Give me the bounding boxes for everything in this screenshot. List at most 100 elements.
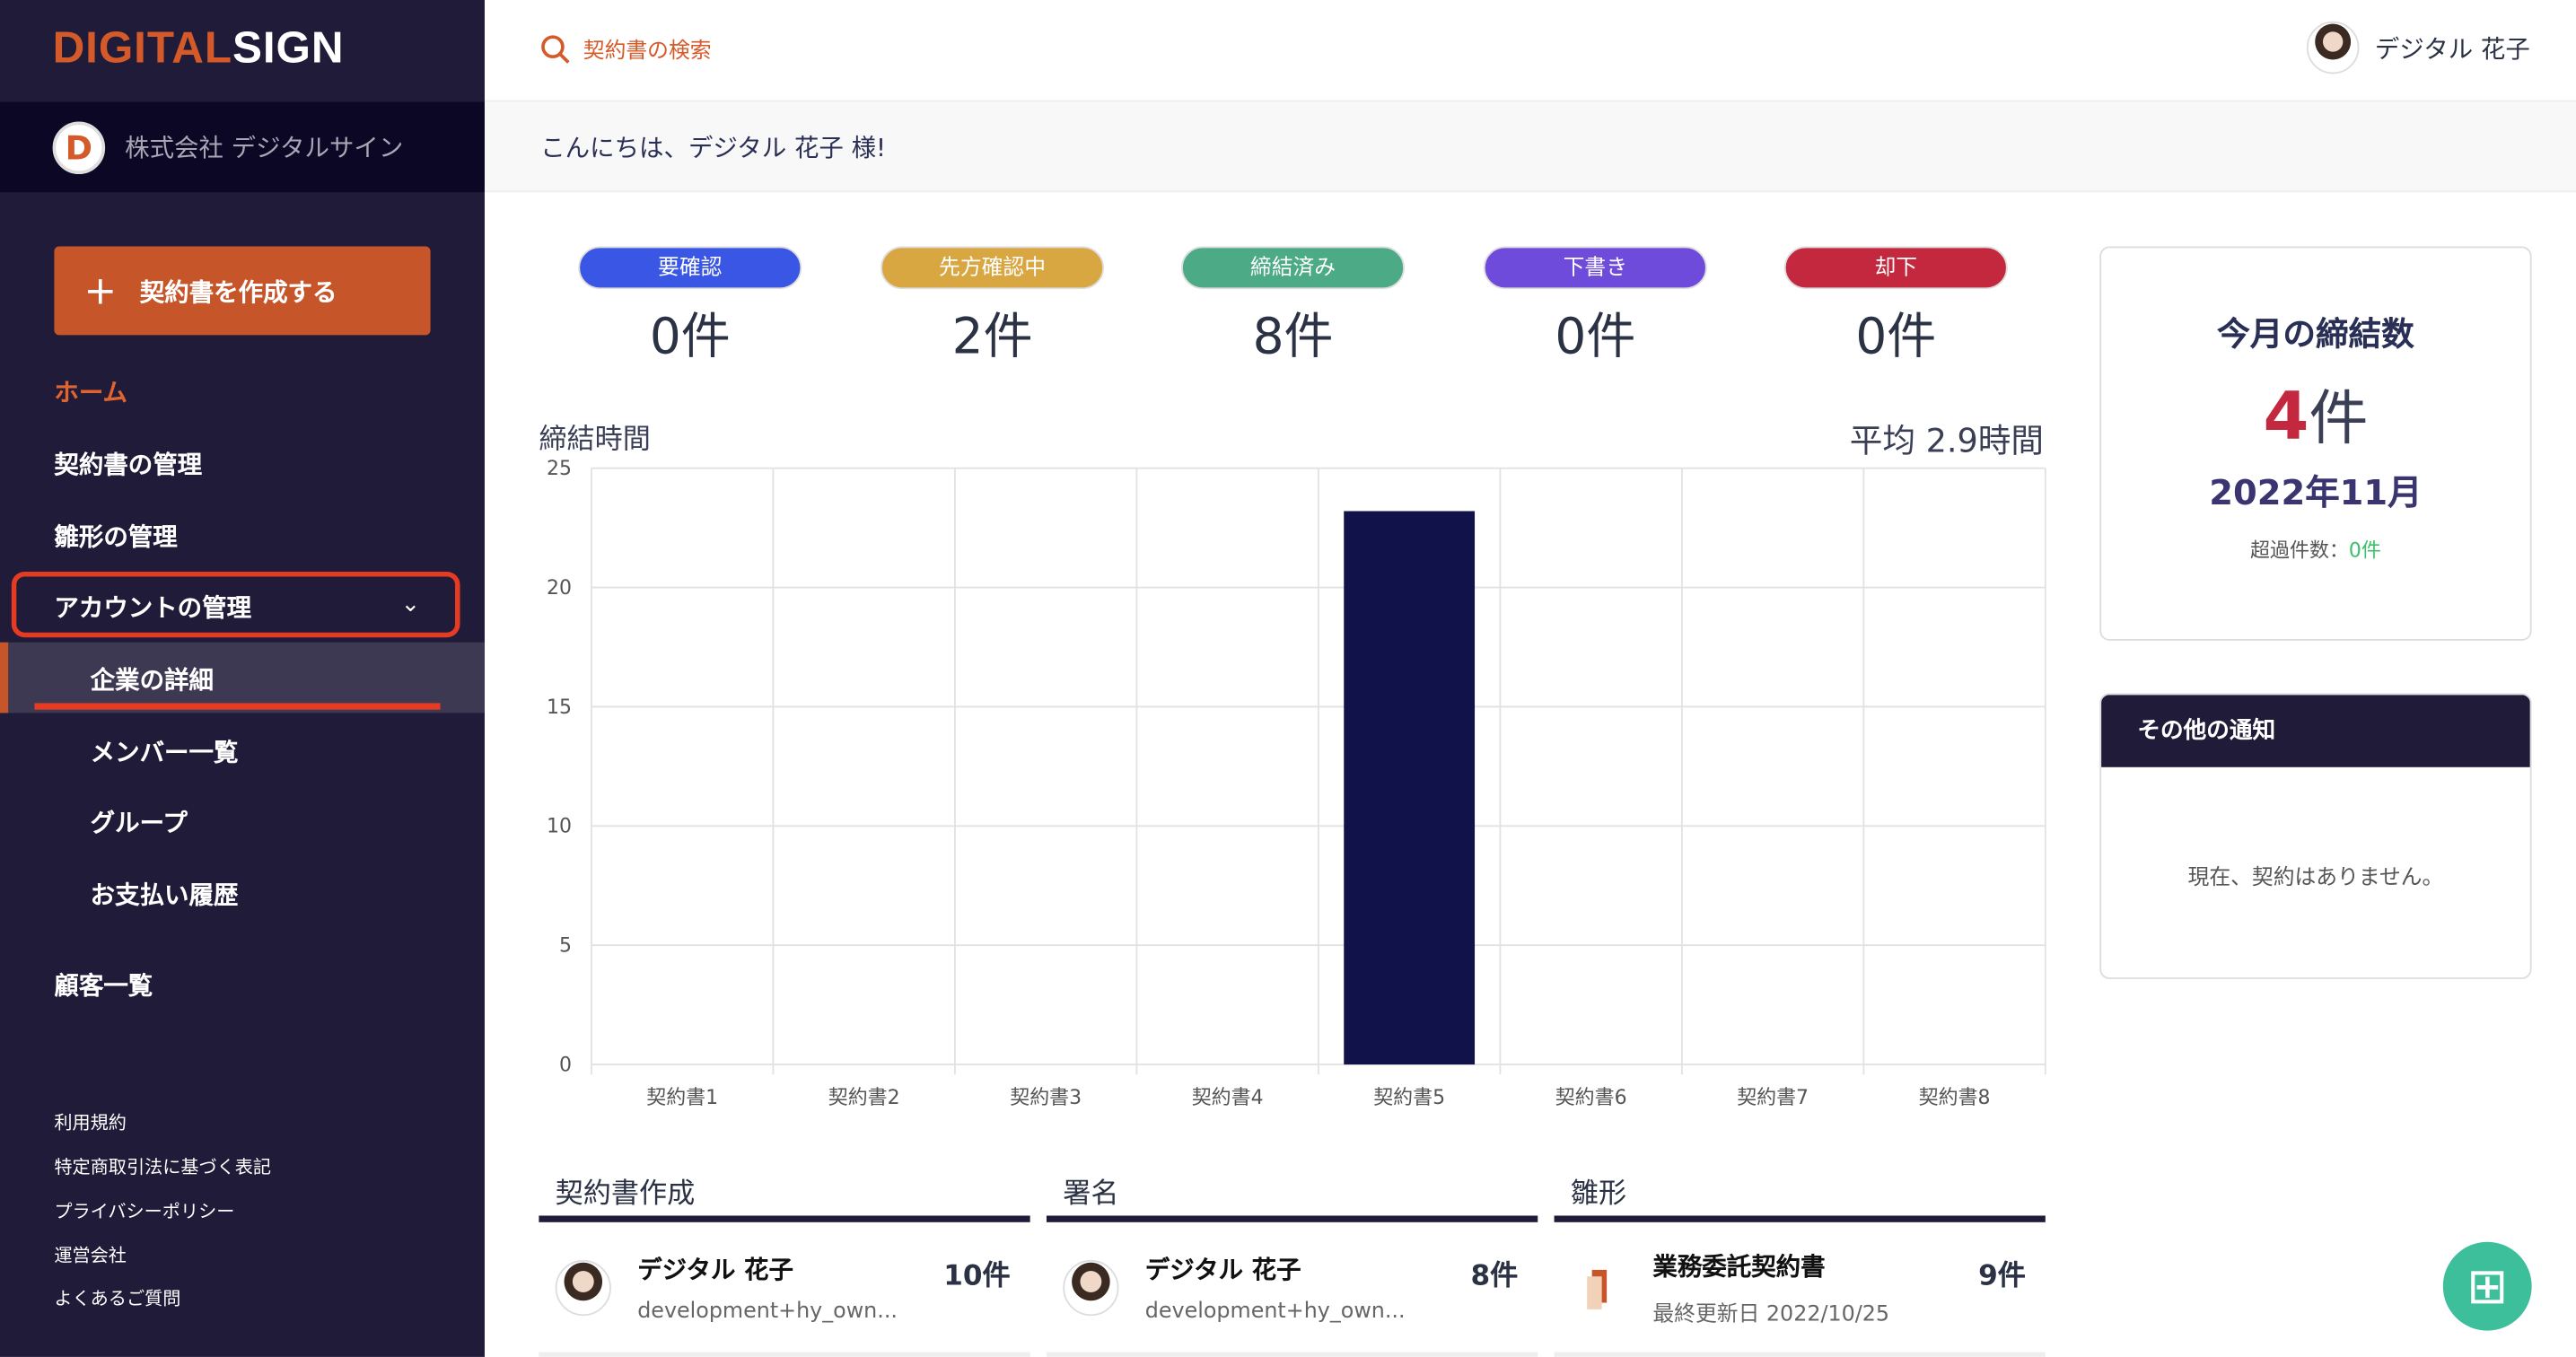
x-tick-label: 契約書1 bbox=[646, 1087, 718, 1109]
footer-link-terms[interactable]: 利用規約 bbox=[54, 1112, 127, 1134]
list-title: 契約書作成 bbox=[555, 1178, 696, 1212]
selected-highlight bbox=[0, 642, 485, 714]
company-name: 株式会社 デジタルサイン bbox=[125, 133, 404, 163]
x-tick-label: 契約書7 bbox=[1737, 1087, 1809, 1109]
y-tick-label: 15 bbox=[547, 696, 572, 719]
list-item[interactable]: 業務委託契約書最終更新日 2022/10/25 9件 bbox=[1554, 1222, 2046, 1357]
item-sub: development+hy_own... bbox=[637, 1298, 898, 1324]
sidebar-item-contracts[interactable]: 契約書の管理 bbox=[54, 450, 203, 480]
status-count: 2件 bbox=[951, 309, 1033, 367]
chart-average: 平均 2.9時間 bbox=[1849, 420, 2045, 460]
item-sub: development+hy_own... bbox=[1144, 1298, 1406, 1324]
summary-list: 契約書作成デジタル 花子 development+hy_own... 10件 bbox=[539, 1169, 1030, 1357]
status-count: 0件 bbox=[649, 309, 731, 367]
status-count: 0件 bbox=[1855, 309, 1937, 367]
avatar bbox=[1063, 1259, 1119, 1316]
other-notifications-panel: その他の通知現在、契約はありません。 bbox=[2099, 693, 2532, 979]
create-label: 契約書を作成する bbox=[139, 276, 337, 307]
search-placeholder: 契約書の検索 bbox=[583, 39, 712, 65]
sidebar-item-customers[interactable]: 顧客一覧 bbox=[54, 970, 153, 1001]
status-count: 8件 bbox=[1252, 309, 1334, 367]
overflow-label: 超過件数： bbox=[2250, 538, 2349, 562]
account-highlight-box bbox=[11, 571, 460, 638]
x-tick-label: 契約書3 bbox=[1010, 1087, 1082, 1109]
signing-time-chart: 0 5 10 15 20 25 契約書1 契約書2 契約書3 契約書4 契約書5 契約書6 契約書7 契約… bbox=[547, 458, 2046, 1109]
x-tick-label: 契約書8 bbox=[1919, 1087, 1991, 1109]
sidebar-item-home[interactable]: ホーム bbox=[54, 377, 127, 407]
plus-icon: + bbox=[83, 267, 118, 314]
sidebar-item-payments[interactable]: お支払い履歴 bbox=[90, 880, 239, 911]
x-tick-label: 契約書5 bbox=[1373, 1087, 1445, 1109]
status-badge: 先方確認中 bbox=[881, 246, 1105, 290]
monthly-month: 2022年11月 bbox=[2209, 473, 2423, 513]
bar bbox=[1344, 511, 1476, 1065]
summary-list: 雛形業務委託契約書最終更新日 2022/10/25 9件 bbox=[1554, 1169, 2046, 1357]
overflow-value: 0件 bbox=[2348, 538, 2381, 562]
list-item[interactable]: デジタル 花子 development+hy_own... 8件 bbox=[1046, 1222, 1538, 1357]
chart-title: 締結時間 bbox=[539, 424, 651, 457]
company-switcher[interactable]: D 株式会社 デジタルサイン bbox=[0, 101, 485, 193]
logo[interactable]: DIGITALSIGN bbox=[53, 23, 345, 74]
footer-link-privacy[interactable]: プライバシーポリシー bbox=[54, 1201, 235, 1222]
create-contract-button[interactable]: + 契約書を作成する bbox=[54, 246, 431, 336]
x-tick-label: 契約書2 bbox=[828, 1087, 900, 1109]
chevron-down-icon[interactable]: ⌄ bbox=[400, 591, 421, 618]
list-title: 署名 bbox=[1063, 1178, 1119, 1212]
item-name: 業務委託契約書 bbox=[1652, 1250, 1826, 1281]
sidebar-item-company-details[interactable]: 企業の詳細 bbox=[90, 665, 214, 696]
y-tick-label: 20 bbox=[547, 577, 572, 600]
sidebar-item-account[interactable]: アカウントの管理 bbox=[54, 592, 252, 623]
sidebar-item-members[interactable]: メンバー一覧 bbox=[90, 737, 239, 767]
status-badge: 下書き bbox=[1483, 246, 1707, 290]
item-name: デジタル 花子 bbox=[1144, 1254, 1301, 1284]
status-badge: 却下 bbox=[1783, 246, 2008, 290]
sidebar-item-groups[interactable]: グループ bbox=[90, 808, 188, 838]
summary-list: 署名デジタル 花子 development+hy_own... 8件 bbox=[1046, 1169, 1538, 1357]
item-count: 9件 bbox=[1978, 1259, 2026, 1293]
avatar bbox=[2306, 21, 2359, 74]
status-summary[interactable]: 要確認 0件 bbox=[578, 246, 802, 368]
status-summary[interactable]: 締結済み 8件 bbox=[1181, 246, 1405, 368]
item-count: 8件 bbox=[1470, 1259, 1519, 1293]
list-item[interactable]: デジタル 花子 development+hy_own... 10件 bbox=[539, 1222, 1030, 1357]
user-name: デジタル 花子 bbox=[2374, 33, 2530, 64]
item-sub: 最終更新日 2022/10/25 bbox=[1652, 1301, 1890, 1327]
monthly-summary-card: 今月の締結数 4件 2022年11月 超過件数：0件 bbox=[2099, 246, 2532, 641]
y-tick-label: 25 bbox=[547, 458, 572, 480]
item-name: デジタル 花子 bbox=[637, 1254, 793, 1284]
search-icon bbox=[541, 34, 570, 63]
footer-link-commerce[interactable]: 特定商取引法に基づく表記 bbox=[54, 1156, 272, 1178]
status-count: 0件 bbox=[1555, 309, 1636, 367]
x-tick-label: 契約書6 bbox=[1555, 1087, 1627, 1109]
sidebar: DIGITALSIGN D 株式会社 デジタルサイン + 契約書を作成する ホーム … bbox=[0, 0, 485, 1357]
footer-link-faq[interactable]: よくあるご質問 bbox=[54, 1288, 181, 1309]
item-count: 10件 bbox=[943, 1259, 1011, 1293]
sidebar-item-templates[interactable]: 雛形の管理 bbox=[54, 522, 178, 553]
notice-body: 現在、契約はありません。 bbox=[2187, 865, 2444, 891]
greeting: こんにちは、デジタル 花子 様! bbox=[484, 101, 2576, 193]
status-summary[interactable]: 却下 0件 bbox=[1783, 246, 2008, 368]
y-tick-label: 0 bbox=[559, 1054, 572, 1076]
monthly-title: 今月の締結数 bbox=[2217, 313, 2414, 354]
user-menu[interactable]: デジタル 花子 bbox=[2306, 21, 2530, 74]
logo-text: DIGITAL bbox=[52, 22, 232, 73]
status-badge: 要確認 bbox=[578, 246, 802, 290]
list-title: 雛形 bbox=[1570, 1178, 1627, 1212]
search-input[interactable]: 契約書の検索 bbox=[540, 33, 712, 65]
chat-plus-icon: ⊞ bbox=[2466, 1257, 2509, 1316]
x-tick-label: 契約書4 bbox=[1192, 1087, 1264, 1109]
footer-link-company[interactable]: 運営会社 bbox=[54, 1245, 127, 1267]
chat-add-button[interactable]: ⊞ bbox=[2442, 1241, 2532, 1331]
document-icon bbox=[1587, 1268, 1608, 1309]
monthly-unit: 件 bbox=[2309, 386, 2369, 454]
logo-text: SIGN bbox=[232, 22, 345, 73]
status-summary[interactable]: 先方確認中 2件 bbox=[881, 246, 1105, 368]
y-tick-label: 10 bbox=[547, 816, 572, 838]
y-tick-label: 5 bbox=[559, 935, 572, 958]
company-avatar: D bbox=[52, 120, 106, 174]
notice-title: その他の通知 bbox=[2101, 695, 2530, 767]
status-badge: 締結済み bbox=[1181, 246, 1405, 290]
status-summary[interactable]: 下書き 0件 bbox=[1483, 246, 1707, 368]
monthly-count: 4 bbox=[2263, 379, 2309, 456]
avatar bbox=[555, 1259, 611, 1316]
